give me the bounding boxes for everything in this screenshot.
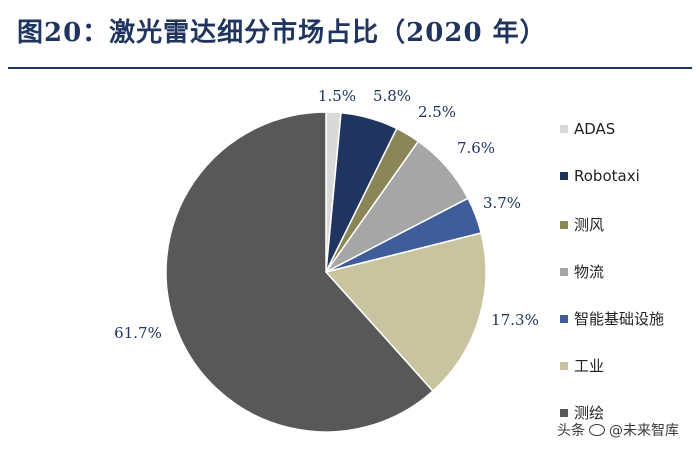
legend-item: 智能基础设施 bbox=[560, 308, 664, 329]
wechat-icon bbox=[589, 424, 605, 436]
pie-slice bbox=[165, 111, 434, 433]
data-label: 7.6% bbox=[457, 139, 495, 157]
legend-label: 物流 bbox=[574, 263, 605, 281]
watermark: 头条 @未来智库 bbox=[557, 420, 679, 440]
legend-item: 测绘 bbox=[560, 402, 604, 423]
legend-swatch bbox=[560, 125, 568, 133]
data-label: 5.8% bbox=[373, 87, 411, 105]
data-label: 2.5% bbox=[418, 103, 456, 121]
data-label: 17.3% bbox=[491, 311, 539, 329]
legend-item: Robotaxi bbox=[560, 167, 640, 185]
legend-label: 测风 bbox=[574, 216, 605, 234]
legend-label: 智能基础设施 bbox=[574, 310, 665, 328]
legend-item: ADAS bbox=[560, 120, 615, 138]
legend-item: 测风 bbox=[560, 214, 604, 235]
watermark-handle: @未来智库 bbox=[609, 423, 679, 439]
legend-swatch bbox=[560, 172, 568, 180]
pie-slice bbox=[324, 232, 487, 393]
legend-swatch bbox=[560, 361, 568, 370]
legend-swatch bbox=[560, 267, 568, 276]
legend-label: 测绘 bbox=[574, 404, 605, 422]
legend-swatch bbox=[560, 408, 568, 417]
legend-swatch bbox=[560, 220, 568, 229]
legend-swatch bbox=[560, 314, 568, 323]
page-title: 图20：激光雷达细分市场占比（2020 年） bbox=[17, 18, 547, 48]
legend-item: 物流 bbox=[560, 261, 604, 282]
legend-label: Robotaxi bbox=[574, 167, 640, 185]
data-label: 61.7% bbox=[114, 324, 162, 342]
data-label: 1.5% bbox=[318, 87, 356, 105]
legend-label: 工业 bbox=[574, 357, 605, 375]
legend-item: 工业 bbox=[560, 355, 604, 376]
legend-label: ADAS bbox=[574, 120, 616, 138]
watermark-prefix: 头条 bbox=[557, 423, 585, 439]
title-divider bbox=[8, 67, 692, 69]
data-label: 3.7% bbox=[483, 194, 521, 212]
